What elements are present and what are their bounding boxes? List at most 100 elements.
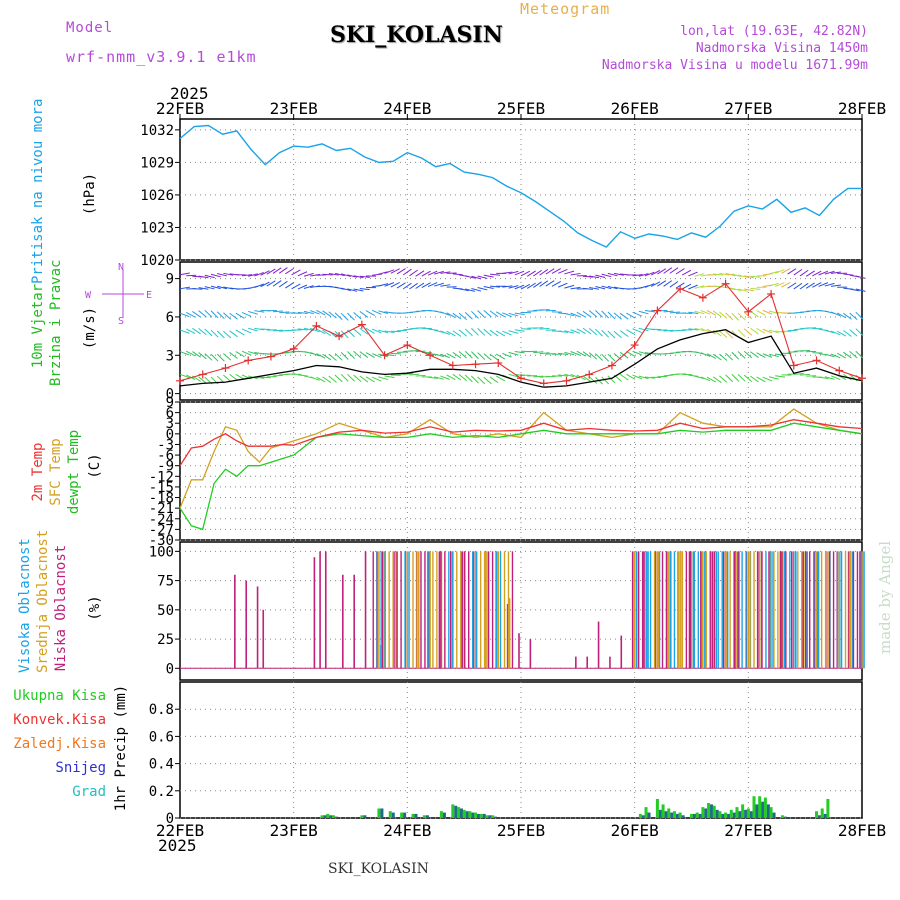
year-top: 2025: [170, 84, 209, 103]
wind-arrow: [775, 282, 785, 287]
wind-arrow: [657, 280, 667, 287]
wind-arrow: [712, 310, 722, 318]
wind-arrow: [688, 328, 699, 331]
precip-snow-bar: [675, 813, 679, 818]
wind-arrow: [607, 272, 618, 277]
wind-arrow: [279, 311, 290, 314]
wind-arrow: [700, 310, 711, 315]
wind-arrow: [260, 270, 270, 276]
gust-marker: [676, 284, 685, 293]
wind-arrow: [440, 353, 450, 359]
wind-arrow: [372, 353, 382, 358]
wind-arrow: [378, 376, 389, 381]
wind-arrow: [260, 281, 270, 288]
wind-arrow: [409, 269, 418, 277]
wind-arrow: [775, 353, 786, 356]
station-title: SKI_KOLASIN: [330, 22, 503, 48]
wind-arrow: [762, 376, 773, 382]
y-tick-label: 0.8: [149, 702, 174, 718]
y-tick-label: -27: [149, 522, 174, 538]
gust-marker: [221, 364, 230, 373]
wind-arrow: [340, 330, 349, 339]
wind-arrow: [849, 288, 860, 292]
gust-marker: [494, 358, 503, 367]
wind-arrow: [520, 283, 531, 290]
wind-arrow: [768, 376, 779, 380]
wind-arrow: [495, 311, 506, 318]
wind-arrow: [452, 312, 462, 320]
wind-arrow: [756, 376, 766, 383]
wind-arrow: [582, 375, 592, 383]
precip-legend-conv: Konvek.Kisa: [13, 712, 106, 728]
wind-arrow: [248, 310, 258, 315]
precip-total-bar: [707, 803, 711, 818]
wind-arrow: [353, 288, 364, 292]
wind-arrow: [303, 310, 314, 315]
wind-arrow: [241, 350, 252, 356]
wind-arrow: [613, 352, 622, 361]
wind-arrow: [805, 282, 815, 289]
wind-arrow: [353, 275, 364, 279]
precip-snow-bar: [403, 812, 407, 818]
wind-arrow: [830, 271, 841, 274]
gust-marker: [335, 332, 344, 341]
wind-arrow: [793, 373, 804, 375]
precip-total-bar: [769, 807, 773, 818]
wind-arrow: [533, 327, 544, 329]
wind-arrow: [743, 350, 753, 359]
precip-snow-bar: [488, 815, 492, 818]
wind-arrow: [762, 309, 773, 315]
precip-snow-bar: [704, 808, 708, 818]
wind-arrow: [421, 270, 431, 277]
gust-marker: [403, 341, 412, 350]
wind-arrow: [843, 273, 854, 276]
x-tick-top: 24FEB: [383, 99, 431, 118]
wind-arrow: [446, 330, 456, 337]
wind-arrow: [409, 373, 420, 376]
wind-arrow: [843, 312, 852, 320]
precip-total-bar: [320, 815, 324, 818]
wind-arrow: [514, 329, 525, 332]
wind-arrow: [520, 270, 531, 277]
wind-arrow: [607, 311, 616, 320]
wind-arrow: [570, 329, 581, 334]
wind-arrow: [458, 312, 467, 320]
precip-snow-bar: [477, 813, 481, 818]
precip-total-bar: [701, 807, 705, 818]
wind-arrow: [464, 328, 473, 337]
wind-arrow: [340, 312, 349, 321]
wind-arrow: [495, 375, 506, 382]
precip-snow-bar: [710, 804, 714, 818]
wind-arrow: [241, 311, 252, 317]
y-tick-label: 75: [157, 574, 174, 590]
gust-marker: [426, 351, 435, 360]
wind-arrow: [316, 309, 326, 316]
precip-total-bar: [422, 815, 426, 818]
wind-arrow: [669, 281, 679, 288]
wind-arrow: [192, 327, 201, 335]
y-tick-label: 0: [166, 387, 174, 403]
precip-total-bar: [451, 804, 455, 818]
gust-marker: [448, 361, 457, 370]
wind-arrow: [303, 285, 314, 290]
wind-arrow: [830, 375, 841, 381]
precip-total-bar: [474, 812, 478, 818]
wind-arrow: [192, 351, 201, 358]
wind-arrow: [582, 310, 592, 318]
wind-arrow: [768, 329, 779, 334]
wind-arrow: [812, 270, 822, 277]
wind-arrow: [489, 353, 499, 361]
precip-snow-bar: [715, 809, 719, 818]
wind-arrow: [502, 285, 513, 288]
wind-arrow: [663, 310, 674, 313]
wind-arrow: [322, 310, 332, 317]
y-tick-label: -15: [149, 480, 174, 496]
gust-marker: [244, 356, 253, 365]
wind-arrow: [508, 285, 519, 289]
wind-arrow: [805, 270, 815, 277]
wind-arrow: [719, 330, 728, 338]
wind-arrow: [719, 375, 728, 383]
y-tick-label: 0.4: [149, 757, 174, 773]
precip-snow-bar: [818, 815, 822, 818]
